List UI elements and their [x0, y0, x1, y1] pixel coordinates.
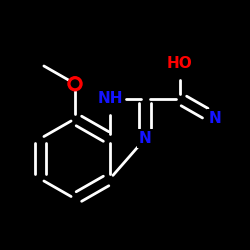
Text: HO: HO [167, 56, 193, 71]
Text: N: N [208, 111, 222, 126]
Circle shape [71, 80, 79, 88]
Circle shape [68, 77, 82, 91]
Text: N: N [138, 131, 151, 146]
Text: NH: NH [97, 91, 123, 106]
